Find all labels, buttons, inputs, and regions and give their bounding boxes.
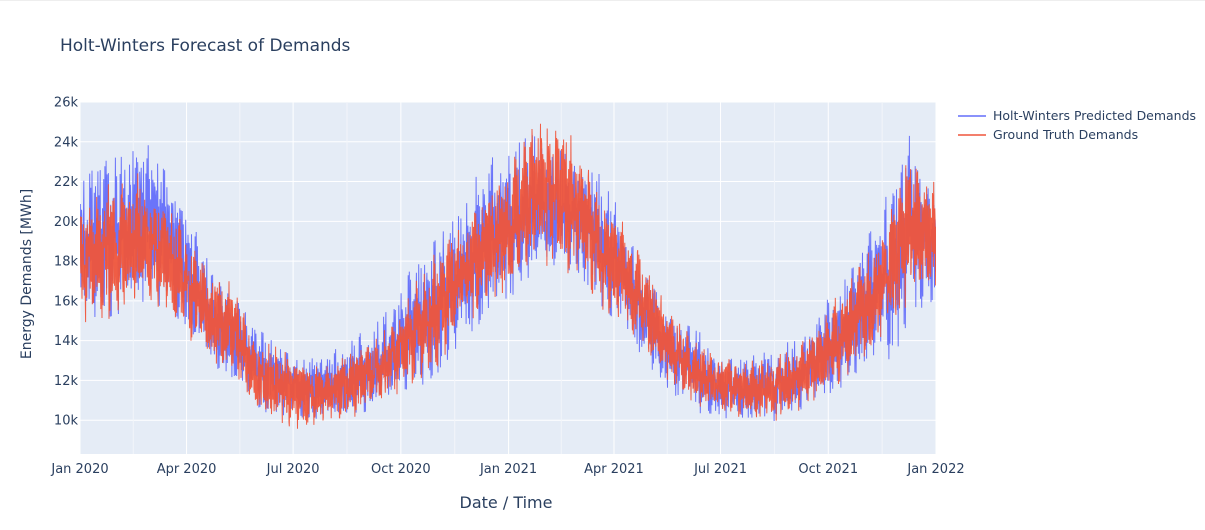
legend[interactable]: Holt-Winters Predicted Demands Ground Tr… xyxy=(958,108,1196,142)
x-tick-label: Jan 2020 xyxy=(50,462,108,477)
x-tick-label: Jan 2021 xyxy=(479,462,537,477)
y-tick-label: 16k xyxy=(54,294,79,309)
y-tick-label: 22k xyxy=(54,175,79,190)
y-tick-label: 18k xyxy=(54,255,79,270)
x-axis-title: Date / Time xyxy=(460,493,553,512)
y-axis-title: Energy Demands [MWh] xyxy=(19,189,35,359)
x-tick-label: Apr 2020 xyxy=(157,462,217,477)
legend-item-predicted[interactable]: Holt-Winters Predicted Demands xyxy=(958,108,1196,123)
x-tick-label: Jul 2020 xyxy=(266,462,320,477)
y-tick-label: 14k xyxy=(54,334,79,349)
legend-item-ground-truth[interactable]: Ground Truth Demands xyxy=(958,127,1138,142)
x-axis-ticks: Jan 2020 Apr 2020 Jul 2020 Oct 2020 Jan 2021… xyxy=(50,462,964,477)
y-tick-label: 10k xyxy=(54,414,79,429)
y-tick-label: 26k xyxy=(54,96,79,111)
gridlines xyxy=(79,101,937,454)
x-tick-label: Jan 2022 xyxy=(906,462,964,477)
plot-area xyxy=(80,102,936,454)
legend-label-predicted: Holt-Winters Predicted Demands xyxy=(993,108,1196,123)
y-tick-label: 24k xyxy=(54,135,79,150)
x-tick-label: Jul 2021 xyxy=(693,462,747,477)
x-tick-label: Apr 2021 xyxy=(584,462,644,477)
x-tick-label: Oct 2020 xyxy=(371,462,431,477)
y-tick-label: 20k xyxy=(54,215,79,230)
chart-title: Holt-Winters Forecast of Demands xyxy=(60,36,351,56)
series-line-ground-truth xyxy=(80,123,936,429)
legend-label-ground-truth: Ground Truth Demands xyxy=(993,127,1138,142)
y-tick-label: 12k xyxy=(54,374,79,389)
x-tick-label: Oct 2021 xyxy=(798,462,858,477)
y-axis-ticks: 10k 12k 14k 16k 18k 20k 22k 24k 26k xyxy=(54,96,79,429)
series-layer xyxy=(80,123,936,429)
